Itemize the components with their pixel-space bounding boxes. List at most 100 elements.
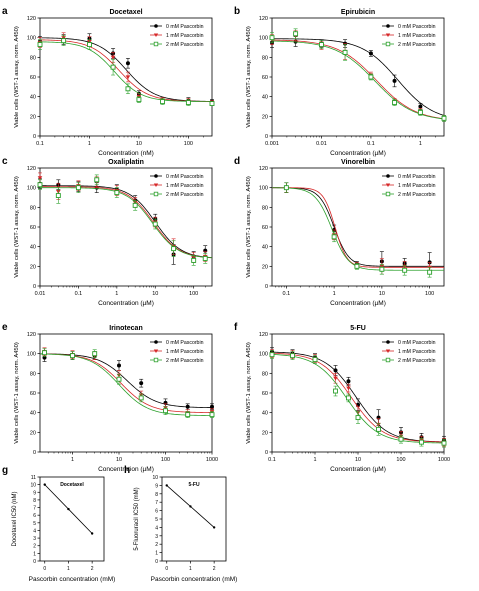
legend-marker [153,183,159,187]
x-tick-label: 10 [136,141,142,147]
data-point [43,483,46,486]
data-point [392,100,397,106]
legend-label: 1 mM Pascorbin [398,349,436,355]
data-point [202,256,208,261]
legend-marker [153,357,159,363]
x-tick-label: 1 [313,457,316,463]
data-point [331,234,337,240]
series-2 [40,348,215,418]
data-point [342,49,348,55]
fit-curve [272,40,444,120]
data-point [418,104,423,109]
panel-letter: b [234,6,240,17]
x-tick-label: 0.1 [268,457,276,463]
y-tick-label: 4 [33,528,36,534]
x-tick-label: 1 [189,566,192,572]
y-tick-label: 20 [30,264,36,270]
data-point [209,412,215,418]
data-point [368,51,373,56]
y-tick-label: 8 [155,492,158,498]
x-axis-label: Concentration (µM) [98,300,154,307]
fit-curve [40,185,212,258]
data-point [114,190,120,196]
series-2 [269,28,447,122]
y-axis-label: Viable cells (WST-1 assay, norm. A450) [14,342,20,444]
panel-a: a Docetaxel 0 20 40 60 80 100 120 0.1 1 10 100 Concen… [2,6,215,157]
chart-title: 5-FU [350,325,366,332]
legend-marker [385,183,391,187]
x-axis-label: Concentration (µM) [98,466,154,473]
y-tick-label: 80 [30,55,36,61]
legend-item: 2 mM Pascorbin [382,41,436,48]
y-tick-label: 11 [31,475,36,481]
data-point [333,388,338,394]
y-tick-label: 120 [259,166,268,172]
data-point [75,185,81,191]
data-point [138,395,144,401]
y-tick-label: 0 [265,134,268,140]
y-tick-label: 100 [259,36,268,42]
fit-curve [272,187,444,271]
y-tick-label: 1 [155,551,158,557]
legend-label: 1 mM Pascorbin [166,349,204,355]
y-tick-label: 20 [30,114,36,120]
y-tick-label: 5 [33,521,36,527]
data-point [163,408,168,414]
chart-title: Epirubicin [341,9,375,16]
panel-h: h 5-FU 0 1 2 3 4 5 6 7 8 9 10 0 1 2 Pascorbin concentrat… [124,465,237,583]
y-tick-label: 0 [265,284,268,290]
legend-label: 2 mM Pascorbin [398,42,436,48]
panel-letter: a [2,6,8,17]
legend-marker [153,33,159,37]
y-tick-label: 120 [27,332,36,338]
y-axis-label: Docetaxel IC50 (nM) [12,491,18,546]
x-axis-label: Concentration (µM) [330,300,386,307]
data-point [354,263,360,269]
y-tick-label: 80 [30,205,36,211]
x-tick-label: 1 [419,141,422,147]
x-axis-label: Concentration (µM) [330,150,386,157]
y-tick-label: 60 [262,75,268,81]
y-tick-label: 8 [33,498,36,504]
data-point [160,99,165,105]
y-tick-label: 60 [30,225,36,231]
legend-item: 1 mM Pascorbin [382,33,436,39]
x-tick-label: 100 [161,457,170,463]
y-tick-label: 40 [30,245,36,251]
series-2 [37,35,215,107]
y-tick-label: 20 [262,430,268,436]
panel-b: b Epirubicin 0 20 40 60 80 100 120 0.001 0.01 0.1 1 C… [234,6,447,157]
data-point [269,35,275,41]
y-tick-label: 7 [155,500,158,506]
legend-item: 0 mM Pascorbin [150,340,204,346]
y-axis-label: Viable cells (WST-1 assay, norm. A450) [14,176,20,278]
data-point [42,350,47,356]
data-point [90,532,94,535]
y-tick-label: 40 [30,411,36,417]
data-point [67,507,70,511]
legend-label: 2 mM Pascorbin [398,192,436,198]
x-tick-label: 100 [396,457,405,463]
fit-curve [40,187,212,259]
y-tick-label: 120 [27,166,36,172]
data-point [379,266,385,272]
data-point [368,74,374,80]
y-tick-label: 40 [262,245,268,251]
data-point [333,368,338,373]
x-tick-label: 1 [333,291,336,297]
data-point [398,436,404,442]
x-tick-label: 1 [71,457,74,463]
data-point [185,412,191,418]
y-tick-label: 7 [33,506,36,512]
legend-marker [153,191,159,197]
legend-item: 2 mM Pascorbin [150,41,204,48]
data-point [70,353,75,359]
legend-label: 0 mM Pascorbin [166,340,204,346]
x-tick-label: 1 [88,141,91,147]
y-tick-label: 4 [155,525,158,531]
data-point [37,42,43,47]
y-tick-label: 120 [259,332,268,338]
legend-label: 1 mM Pascorbin [398,33,436,39]
legend-marker [385,357,391,363]
